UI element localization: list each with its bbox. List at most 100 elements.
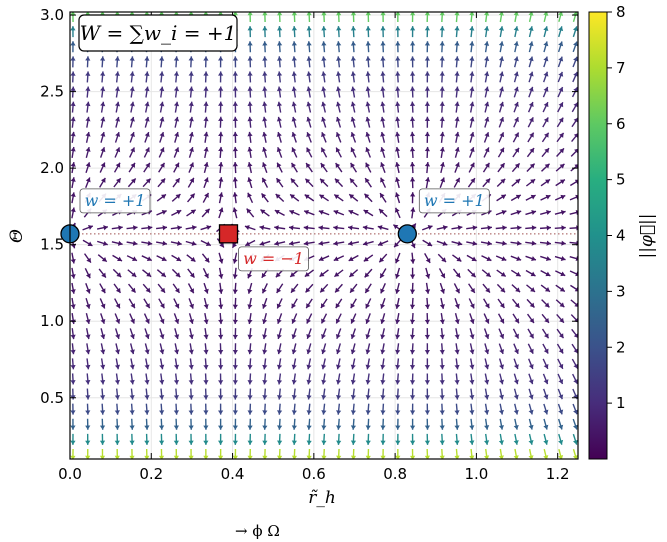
field-arrow <box>380 343 386 355</box>
field-arrow <box>365 433 371 445</box>
field-arrow <box>528 403 534 415</box>
field-arrow <box>439 12 445 23</box>
field-arrow <box>70 131 76 143</box>
field-arrow <box>365 101 371 113</box>
field-arrow <box>129 86 135 98</box>
field-arrow <box>365 298 372 309</box>
field-arrow <box>276 86 283 98</box>
field-arrow <box>350 26 357 38</box>
field-arrow <box>306 131 312 143</box>
field-arrow <box>528 418 534 430</box>
field-arrow <box>410 41 416 53</box>
field-arrow <box>409 373 416 385</box>
field-arrow <box>188 71 194 83</box>
field-arrow <box>451 240 463 246</box>
field-arrow <box>395 328 401 340</box>
field-arrow <box>439 388 445 400</box>
field-arrow <box>348 209 359 216</box>
field-arrow <box>128 298 136 309</box>
field-arrow <box>185 240 197 246</box>
field-arrow <box>395 297 401 309</box>
field-arrow <box>306 418 312 430</box>
field-arrow <box>454 358 460 370</box>
field-arrow <box>276 56 283 68</box>
field-arrow <box>289 193 300 202</box>
field-arrow <box>113 177 122 188</box>
field-arrow <box>247 116 253 128</box>
field-arrow <box>70 41 76 53</box>
field-arrow <box>129 71 135 83</box>
field-arrow <box>335 343 341 355</box>
field-arrow <box>572 41 578 53</box>
field-arrow <box>395 162 401 174</box>
field-arrow <box>527 132 535 143</box>
colorbar-tick-label: 3 <box>616 282 626 300</box>
field-arrow <box>262 388 268 400</box>
field-arrow <box>422 239 433 247</box>
field-arrow <box>114 101 121 113</box>
field-arrow <box>129 373 135 385</box>
field-arrow <box>481 255 492 262</box>
y-tick-label: 1.5 <box>40 236 64 254</box>
field-arrow <box>528 56 534 68</box>
field-arrow <box>218 207 224 219</box>
field-arrow <box>569 255 578 262</box>
field-arrow <box>334 178 344 188</box>
field-arrow <box>526 163 536 172</box>
field-arrow <box>306 86 312 98</box>
field-arrow <box>409 297 416 309</box>
field-arrow <box>335 373 342 385</box>
y-tick-label: 0.5 <box>40 389 64 407</box>
field-arrow <box>569 179 578 187</box>
field-arrow <box>498 132 505 143</box>
field-arrow <box>498 343 505 355</box>
field-arrow <box>380 328 386 340</box>
field-arrow <box>424 448 431 459</box>
field-arrow <box>200 240 212 247</box>
field-arrow <box>572 403 578 415</box>
field-arrow <box>141 240 153 246</box>
field-arrow <box>558 12 564 23</box>
field-arrow <box>188 388 194 400</box>
field-arrow <box>232 71 238 83</box>
field-arrow <box>232 328 238 340</box>
field-arrow <box>539 240 552 246</box>
field-arrow <box>99 283 106 294</box>
field-arrow <box>262 41 268 53</box>
field-arrow <box>100 71 106 83</box>
field-arrow <box>469 147 475 158</box>
field-arrow <box>513 448 519 459</box>
field-arrow <box>498 403 505 415</box>
field-arrow <box>159 101 165 113</box>
field-arrow <box>98 268 107 279</box>
field-arrow <box>203 418 209 430</box>
field-arrow <box>409 313 416 325</box>
field-arrow <box>484 41 490 53</box>
field-arrow <box>365 131 371 143</box>
field-arrow <box>350 101 356 113</box>
field-arrow <box>232 373 238 385</box>
field-arrow <box>85 313 91 325</box>
field-arrow <box>144 418 150 430</box>
field-arrow <box>232 177 238 189</box>
field-arrow <box>203 343 209 355</box>
field-arrow <box>291 71 297 83</box>
field-arrow <box>394 207 401 219</box>
field-arrow <box>291 343 297 355</box>
field-arrow <box>276 328 282 340</box>
field-arrow <box>498 358 505 370</box>
field-arrow <box>350 147 357 158</box>
x-tick-label: 0.0 <box>58 465 82 483</box>
field-arrow <box>276 71 283 83</box>
field-arrow <box>484 418 490 430</box>
field-arrow <box>100 313 106 324</box>
field-arrow <box>469 116 475 128</box>
field-arrow <box>380 418 386 430</box>
field-arrow <box>218 146 224 158</box>
field-arrow <box>528 86 534 98</box>
field-arrow <box>203 313 209 325</box>
field-arrow <box>321 71 327 83</box>
field-arrow <box>469 373 475 385</box>
field-arrow <box>99 403 106 415</box>
field-arrow <box>291 116 297 128</box>
